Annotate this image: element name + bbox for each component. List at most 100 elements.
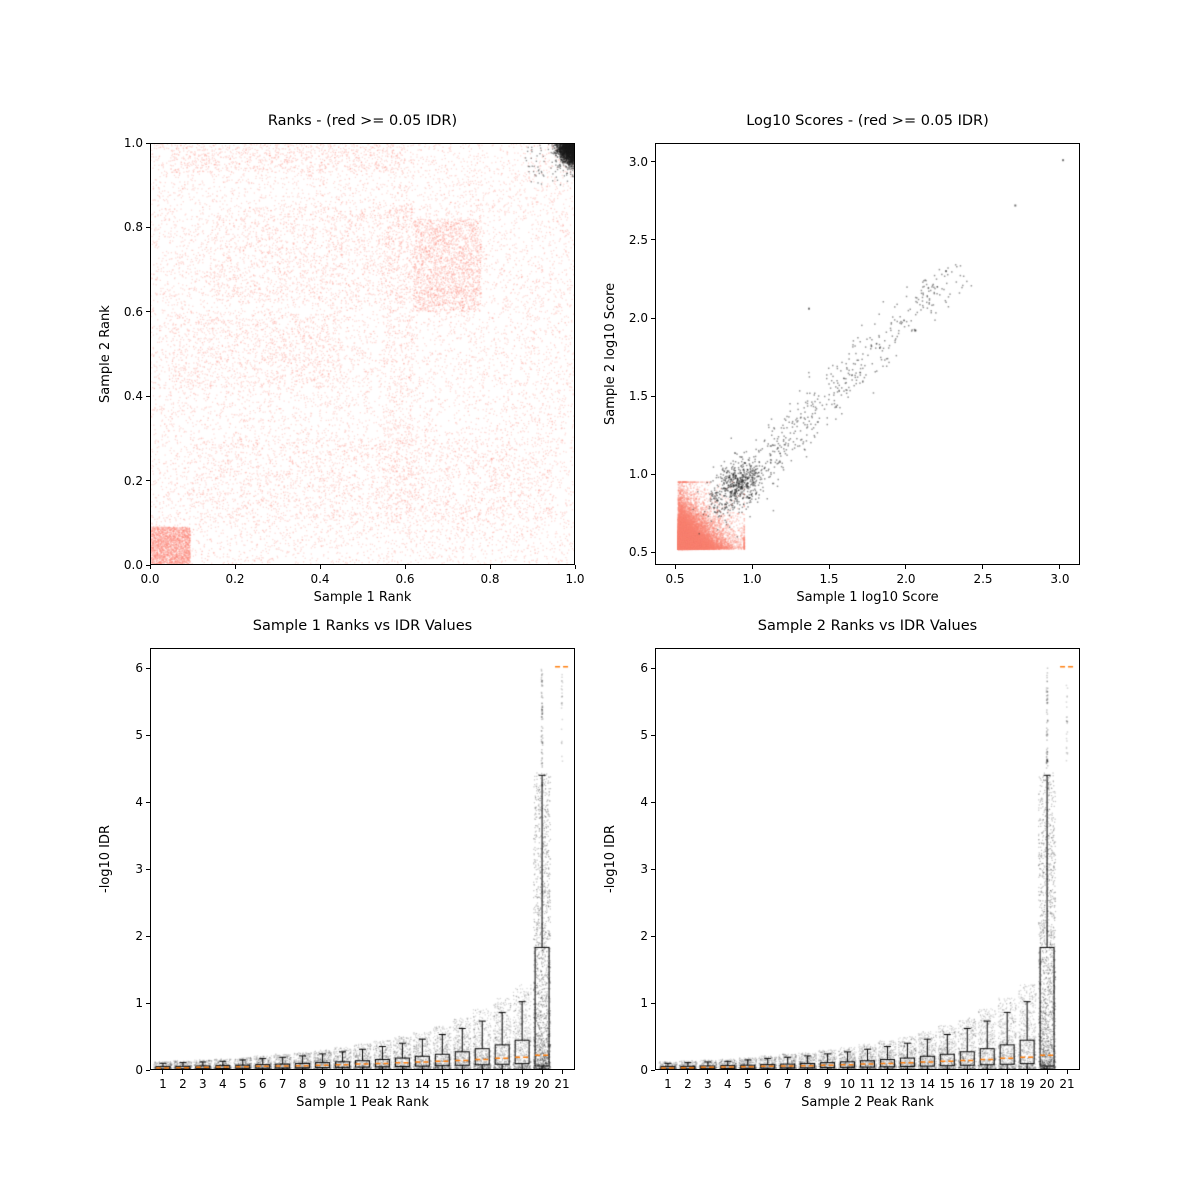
x-tick-label: 1 — [159, 1077, 167, 1091]
y-axis-label: Sample 2 log10 Score — [603, 282, 618, 426]
y-tick-mark — [651, 734, 655, 736]
x-tick-label: 18 — [494, 1077, 510, 1091]
x-tick-label: 20 — [1039, 1077, 1055, 1091]
x-tick-label: 4 — [724, 1077, 732, 1091]
x-tick-label: 2 — [179, 1077, 187, 1091]
y-tick-label: 0.5 — [628, 545, 648, 560]
x-tick-label: 14 — [919, 1077, 935, 1091]
y-tick-label: 2 — [640, 929, 648, 944]
x-tick-mark — [182, 1070, 184, 1074]
y-tick-label: 0.4 — [123, 389, 143, 404]
y-tick-mark — [651, 395, 655, 397]
x-tick-label: 2.0 — [896, 572, 916, 586]
x-tick-mark — [674, 565, 676, 569]
subplot-log10-scores: Log10 Scores - (red >= 0.05 IDR) Sample … — [603, 113, 1080, 605]
x-tick-label: 2 — [684, 1077, 692, 1091]
x-tick-mark — [481, 1070, 483, 1074]
x-tick-mark — [222, 1070, 224, 1074]
x-tick-mark — [342, 1070, 344, 1074]
x-tick-mark — [574, 565, 576, 569]
x-tick-mark — [242, 1070, 244, 1074]
x-tick-label: 21 — [554, 1077, 570, 1091]
x-tick-label: 1.0 — [565, 572, 585, 586]
x-tick-mark — [767, 1070, 769, 1074]
x-tick-mark — [828, 565, 830, 569]
x-tick-mark — [905, 565, 907, 569]
subplot-ranks: Ranks - (red >= 0.05 IDR) Sample 1 Rank … — [98, 113, 585, 605]
x-tick-label: 9 — [318, 1077, 327, 1091]
x-tick-mark — [667, 1070, 669, 1074]
x-tick-label: 14 — [414, 1077, 430, 1091]
x-tick-label: 15 — [434, 1077, 450, 1091]
y-tick-mark — [146, 142, 150, 144]
x-tick-mark — [461, 1070, 463, 1074]
x-axis-label: Sample 1 Peak Rank — [296, 1095, 429, 1110]
y-tick-mark — [146, 564, 150, 566]
plot-title: Ranks - (red >= 0.05 IDR) — [267, 113, 458, 129]
x-tick-mark — [787, 1070, 789, 1074]
x-tick-label: 3.0 — [1050, 572, 1070, 586]
x-tick-label: 7 — [278, 1077, 287, 1091]
subplot-sample2-ranks-vs-idr: Sample 2 Ranks vs IDR Values Sample 2 Pe… — [603, 618, 1080, 1110]
x-tick-mark — [362, 1070, 363, 1074]
x-tick-label: 17 — [979, 1077, 995, 1091]
y-axis-label: -log10 IDR — [603, 824, 618, 894]
x-tick-label: 19 — [1019, 1077, 1035, 1091]
y-tick-label: 5 — [135, 728, 143, 743]
x-tick-mark — [1006, 1070, 1008, 1074]
y-tick-mark — [146, 1002, 150, 1004]
y-tick-mark — [146, 311, 150, 313]
x-tick-label: 16 — [454, 1077, 470, 1091]
x-tick-label: 9 — [823, 1077, 832, 1091]
x-tick-label: 10 — [839, 1077, 856, 1091]
x-tick-mark — [1059, 565, 1061, 569]
y-tick-mark — [651, 551, 655, 553]
y-tick-mark — [651, 935, 655, 937]
x-tick-mark — [322, 1070, 324, 1074]
x-tick-mark — [807, 1070, 809, 1074]
y-tick-label: 1.0 — [123, 136, 143, 150]
y-tick-mark — [146, 226, 150, 228]
y-tick-mark — [651, 1069, 655, 1071]
y-tick-label: 0 — [640, 1063, 648, 1077]
x-tick-mark — [926, 1070, 928, 1074]
plot-title: Sample 1 Ranks vs IDR Values — [252, 618, 473, 634]
x-axis-label: Sample 1 Rank — [313, 590, 412, 605]
x-tick-mark — [521, 1070, 523, 1074]
x-tick-mark — [401, 1070, 403, 1074]
subplot-sample1-ranks-vs-idr: Sample 1 Ranks vs IDR Values Sample 1 Pe… — [98, 618, 575, 1110]
y-tick-label: 0.6 — [123, 304, 143, 319]
y-axis-label: Sample 2 Rank — [98, 305, 113, 403]
y-axis-label: -log10 IDR — [98, 824, 113, 894]
y-tick-label: 1.0 — [628, 467, 648, 482]
x-tick-mark — [561, 1070, 563, 1074]
x-tick-label: 2.5 — [973, 572, 993, 586]
x-tick-mark — [1046, 1070, 1048, 1074]
x-tick-label: 12 — [879, 1077, 896, 1091]
x-tick-label: 10 — [334, 1077, 351, 1091]
scores-scatter-canvas — [655, 143, 1080, 565]
y-tick-label: 3.0 — [628, 154, 648, 169]
plot-title: Log10 Scores - (red >= 0.05 IDR) — [746, 113, 989, 129]
x-tick-label: 5 — [743, 1077, 752, 1091]
x-tick-label: 13 — [899, 1077, 916, 1091]
y-tick-mark — [146, 667, 150, 669]
x-tick-label: 8 — [298, 1077, 307, 1091]
y-tick-mark — [146, 480, 150, 482]
x-tick-label: 6 — [258, 1077, 267, 1091]
x-tick-mark — [489, 565, 491, 569]
y-tick-mark — [651, 317, 655, 319]
y-tick-label: 1 — [135, 996, 143, 1011]
x-tick-label: 0.4 — [310, 572, 330, 586]
x-tick-label: 19 — [514, 1077, 530, 1091]
x-tick-label: 4 — [219, 1077, 227, 1091]
y-tick-label: 6 — [135, 661, 143, 676]
x-tick-mark — [501, 1070, 503, 1074]
x-tick-label: 3 — [704, 1077, 712, 1091]
x-tick-mark — [946, 1070, 948, 1074]
x-tick-mark — [421, 1070, 423, 1074]
x-tick-label: 3 — [199, 1077, 207, 1091]
x-tick-label: 1.5 — [819, 572, 839, 586]
x-tick-mark — [966, 1070, 968, 1074]
x-tick-mark — [747, 1070, 749, 1074]
